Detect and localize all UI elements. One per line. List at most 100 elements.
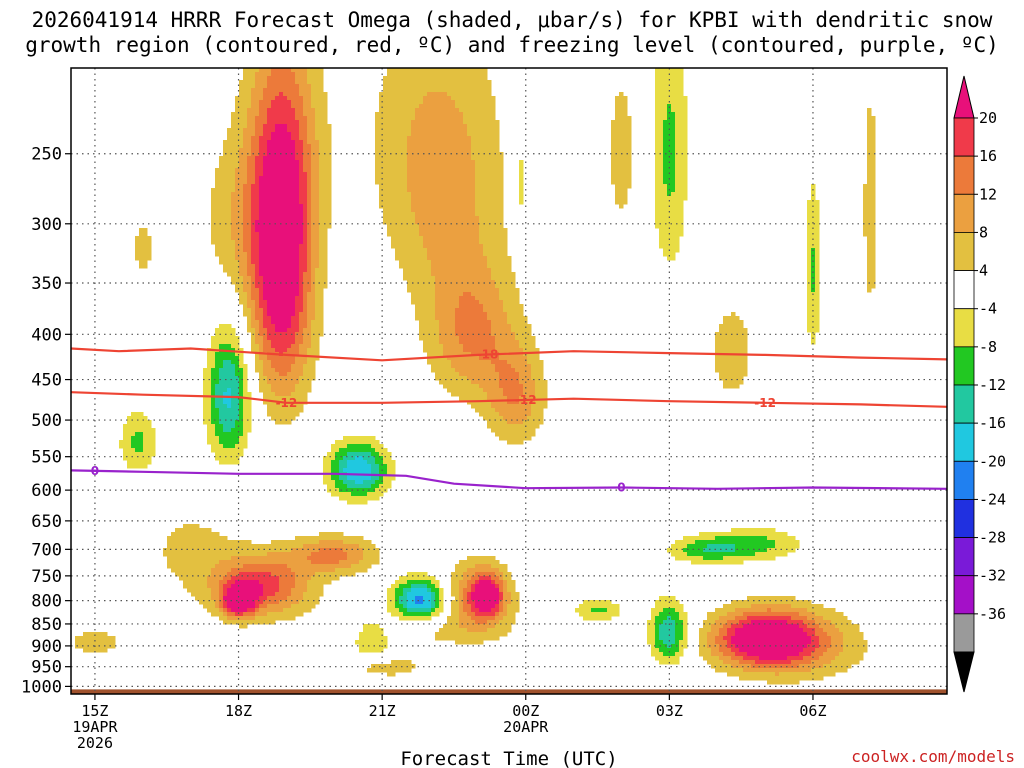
omega-cell [439,628,444,641]
omega-cell [419,616,424,621]
omega-cell [263,68,268,89]
omega-cell [243,616,248,621]
credit-link[interactable]: coolwx.com/models [851,747,1015,766]
omega-cell [371,456,376,485]
omega-cell [379,444,384,457]
omega-cell [727,604,732,613]
omega-cell [511,272,516,333]
omega-cell [831,608,836,625]
omega-cell [363,452,368,461]
x-tick-label: 15Z [81,702,108,720]
omega-cell [215,436,220,461]
omega-cell [407,608,412,613]
omega-cell [711,612,716,625]
omega-cell [751,672,756,681]
omega-cell [223,612,228,617]
omega-cell [335,548,340,565]
omega-cell [311,544,316,553]
omega-cell [815,668,820,681]
omega-cell [267,108,272,141]
omega-cell [435,588,440,609]
omega-cell [223,536,228,561]
omega-cell [835,628,840,657]
omega-cell [287,540,292,553]
omega-cell [139,228,144,269]
omega-cell [291,68,296,73]
omega-cell [587,600,592,621]
y-tick-label: 250 [31,145,62,165]
omega-cell [247,68,252,109]
omega-cell [739,620,744,629]
omega-cell [343,436,348,449]
omega-cell [275,372,280,397]
y-axis: 2503003504004505005506006507007508008509… [21,145,71,697]
omega-cell [275,68,280,97]
omega-cell [459,112,464,297]
omega-cell [239,616,244,621]
omega-cell [519,304,524,349]
omega-cell [763,672,768,681]
omega-cell [783,612,788,617]
omega-cell [223,576,228,585]
omega-cell [227,344,232,361]
omega-cell [423,580,428,585]
omega-cell [423,572,428,581]
omega-cell [235,336,240,357]
omega-cell [239,276,244,305]
omega-cell [363,460,368,481]
omega-cell [411,608,416,613]
omega-cell [399,604,404,613]
omega-cell [299,344,304,377]
omega-cell [747,596,752,609]
omega-cell [239,568,244,573]
omega-cell [491,616,496,621]
omega-cell [455,564,460,645]
omega-cell [675,68,680,253]
omega-cell [303,272,308,329]
omega-cell [299,312,304,345]
omega-cell [231,568,236,577]
omega-cell [271,324,276,349]
omega-cell [283,608,288,621]
colorbar-swatch [953,117,975,157]
y-tick-label: 400 [31,325,62,345]
omega-cell [495,352,500,373]
omega-cell [819,616,824,629]
omega-cell [803,664,808,673]
omega-cell [255,612,260,617]
omega-cell [759,596,764,605]
omega-cell [751,536,756,557]
omega-cell [211,424,216,453]
dgz-minus18-line [71,347,947,362]
omega-cell [483,360,488,393]
omega-cell [471,568,476,577]
omega-cell [715,544,720,553]
omega-cell [395,68,400,261]
omega-cell [735,628,740,649]
omega-cell [299,68,304,97]
colorbar-swatch [953,155,975,195]
colorbar-label: -4 [979,300,997,318]
omega-cell [759,552,764,561]
omega-cell [463,124,468,293]
omega-cell [591,600,596,609]
omega-cell [779,532,784,557]
omega-cell [767,528,772,541]
x-axis-label: Forecast Time (UTC) [400,748,617,768]
omega-cell [475,564,480,573]
y-tick-label: 800 [31,592,62,612]
y-tick-label: 300 [31,215,62,235]
omega-cell [747,556,752,561]
omega-cell [359,456,364,485]
omega-cell [459,296,464,345]
omega-cell [535,348,540,429]
omega-cell [715,636,720,645]
omega-cell [235,568,240,577]
colorbar-swatch [953,346,975,386]
omega-cell [667,608,672,617]
omega-cell [135,236,140,261]
omega-cell [347,488,352,493]
omega-cell [471,384,476,409]
omega-cell [515,288,520,341]
omega-cell [507,324,512,365]
